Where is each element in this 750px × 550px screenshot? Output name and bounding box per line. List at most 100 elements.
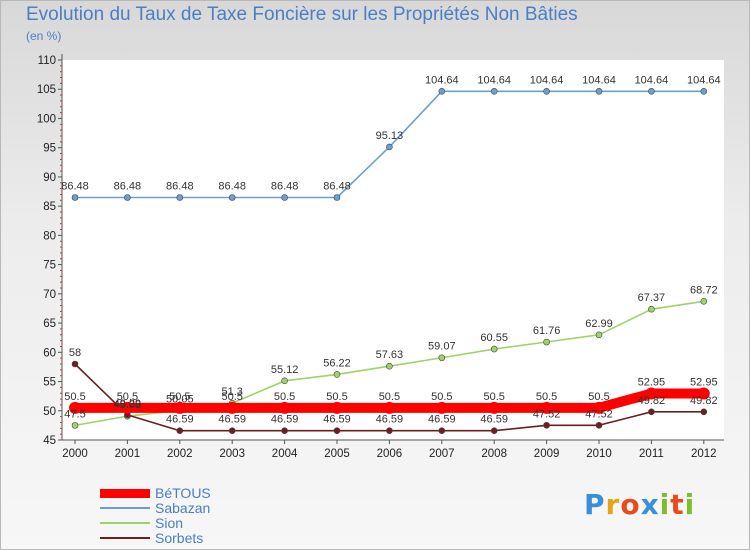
data-label-sion: 49.08 <box>114 399 142 411</box>
data-label-sorbets: 49.82 <box>638 395 666 407</box>
legend-label-sorbets: Sorbets <box>155 530 204 546</box>
plot-area <box>62 60 724 440</box>
legend-label-sabazan: Sabazan <box>155 500 211 516</box>
logo-letter: i <box>684 488 696 521</box>
data-point-sorbets <box>595 421 603 429</box>
data-label-b-tous: 50.5 <box>326 391 347 403</box>
data-label-sabazan: 95.13 <box>376 130 404 142</box>
data-label-sabazan: 104.64 <box>530 74 564 86</box>
data-point-sabazan <box>333 194 341 201</box>
data-label-sabazan: 104.64 <box>687 74 721 86</box>
data-point-sabazan <box>700 88 708 95</box>
data-point-sorbets <box>281 427 288 435</box>
data-label-sabazan: 104.64 <box>477 74 511 86</box>
x-tick-label: 2011 <box>639 448 664 460</box>
data-label-sion: 55.12 <box>271 364 299 376</box>
data-label-b-tous: 50.5 <box>379 391 400 403</box>
data-point-sorbets <box>700 408 708 416</box>
logo-letter: r <box>605 488 621 521</box>
x-tick-label: 2006 <box>377 448 403 460</box>
data-label-sabazan: 104.64 <box>582 74 616 86</box>
data-label-sabazan: 86.48 <box>323 181 351 193</box>
data-label-sorbets: 47.52 <box>533 408 561 420</box>
y-tick-label: 70 <box>43 289 56 301</box>
legend-swatch-sion <box>100 522 150 524</box>
y-tick-label: 50 <box>43 406 56 418</box>
data-label-sion: 56.22 <box>323 357 351 369</box>
data-label-sorbets: 46.59 <box>376 414 404 426</box>
y-tick-label: 95 <box>43 143 56 155</box>
data-label-sion: 51.3 <box>221 386 242 398</box>
data-point-b-tous <box>488 401 501 414</box>
data-label-b-tous: 50.5 <box>431 391 452 403</box>
legend-label-betous: BéTOUS <box>155 485 211 501</box>
data-point-sabazan <box>490 88 498 95</box>
data-point-sorbets <box>228 427 236 435</box>
y-tick-label: 65 <box>43 318 56 330</box>
x-tick-label: 2009 <box>534 448 560 460</box>
data-point-b-tous <box>697 387 710 400</box>
data-point-sabazan <box>228 194 236 201</box>
data-label-b-tous: 50.5 <box>536 391 557 403</box>
data-label-sabazan: 86.48 <box>114 181 142 193</box>
x-tick-label: 2010 <box>586 448 612 460</box>
x-tick-label: 2005 <box>324 448 350 460</box>
data-point-sion <box>71 422 79 429</box>
data-label-b-tous: 50.5 <box>588 391 609 403</box>
legend-item-sion[interactable]: Sion <box>100 515 400 531</box>
data-point-b-tous <box>173 401 186 414</box>
data-label-sorbets: 49.29 <box>114 398 142 410</box>
data-point-sorbets <box>386 427 393 435</box>
data-label-b-tous: 50.5 <box>169 391 190 403</box>
y-tick-label: 45 <box>43 435 56 447</box>
data-labels-layer: 86.48 86.48 86.48 86.48 86.48 86.48 95.13 104.6… <box>61 74 720 425</box>
legend-swatch-betous <box>100 489 150 498</box>
data-point-sion <box>281 377 288 385</box>
data-label-sorbets: 46.59 <box>480 414 508 426</box>
x-tick-label: 2002 <box>167 448 193 460</box>
y-tick-label: 60 <box>43 347 56 359</box>
data-label-sabazan: 86.48 <box>218 181 246 193</box>
data-point-sion <box>333 371 341 378</box>
data-point-sabazan <box>176 194 184 201</box>
data-label-sorbets: 49.82 <box>690 395 718 407</box>
y-tick-label: 85 <box>43 201 56 213</box>
data-label-b-tous: 50.5 <box>221 391 242 403</box>
data-point-b-tous <box>226 401 239 414</box>
data-point-sorbets <box>648 408 655 416</box>
legend-item-betous[interactable]: BéTOUS <box>100 485 400 501</box>
y-tick-label: 110 <box>38 55 56 67</box>
proxiti-logo: Proxiti <box>584 488 695 521</box>
chart-title: Evolution du Taux de Taxe Foncière sur l… <box>26 4 578 25</box>
y-tick-label: 80 <box>43 230 56 242</box>
data-point-sabazan <box>124 194 131 201</box>
logo-letter: P <box>584 488 606 521</box>
data-point-b-tous <box>278 401 291 414</box>
x-tick-label: 2001 <box>115 448 141 460</box>
data-label-sion: 60.55 <box>480 332 508 344</box>
data-label-sion: 59.07 <box>428 341 456 353</box>
data-label-sion: 57.63 <box>376 349 404 361</box>
data-point-sabazan <box>71 194 79 201</box>
logo-letter: i <box>659 488 671 521</box>
data-point-b-tous <box>69 401 81 414</box>
data-label-sorbets: 46.59 <box>323 414 351 426</box>
data-point-b-tous <box>121 401 134 414</box>
data-point-sorbets <box>490 427 498 435</box>
legend-item-sabazan[interactable]: Sabazan <box>100 500 400 516</box>
data-point-sorbets <box>71 360 79 368</box>
data-label-sabazan: 86.48 <box>166 181 194 193</box>
legend-item-sorbets[interactable]: Sorbets <box>100 530 400 546</box>
data-point-sorbets <box>543 421 550 429</box>
x-tick-label: 2007 <box>429 448 455 460</box>
data-point-sorbets <box>176 427 184 435</box>
y-tick-label: 100 <box>37 113 56 125</box>
data-point-sion <box>438 354 446 362</box>
data-label-sion: 47.5 <box>64 408 85 420</box>
y-tick-label: 75 <box>43 260 56 272</box>
y-tick-label: 90 <box>43 172 56 184</box>
chart-subtitle: (en %) <box>26 29 62 43</box>
data-label-sorbets: 47.52 <box>585 408 613 420</box>
y-tick-label: 105 <box>37 84 56 96</box>
